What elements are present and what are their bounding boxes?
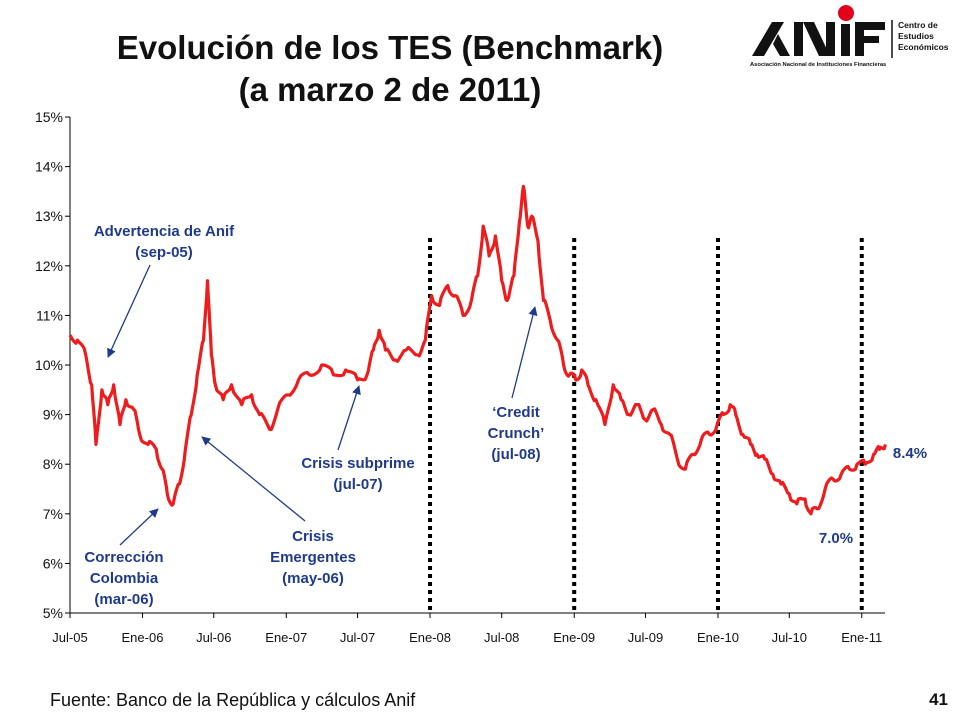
logo-letter-a-right	[773, 34, 790, 56]
annotation-arrow-correccion	[119, 508, 159, 546]
annotation-arrow-emergentes	[201, 436, 306, 522]
annotation-arrow-advertencia	[107, 264, 151, 358]
logo-side-text-3: Económicos	[898, 42, 949, 52]
y-tick-label: 7%	[43, 506, 63, 522]
y-tick-label: 9%	[43, 407, 63, 423]
logo-subtitle: Asociación Nacional de Instituciones Fin…	[750, 62, 886, 68]
x-tick-label: Jul-10	[772, 630, 807, 645]
x-tick-label: Jul-08	[484, 630, 519, 645]
x-tick-label: Jul-07	[340, 630, 375, 645]
y-tick-label: 15%	[35, 109, 63, 125]
annotation-advertencia-anif-line: Advertencia de Anif	[94, 223, 235, 240]
annotation-last-value: 8.4%	[893, 445, 927, 462]
x-tick-label: Ene-08	[409, 630, 451, 645]
annotation-credit-crunch-line: (jul-08)	[491, 446, 540, 463]
logo-letter-n-diagonal	[803, 22, 830, 56]
logo-letter-f-top	[855, 22, 885, 30]
logo-red-dot-icon	[838, 5, 854, 21]
x-tick-label: Ene-07	[265, 630, 307, 645]
x-tick-label: Ene-06	[122, 630, 164, 645]
series-layer	[68, 184, 887, 516]
annotation-min-value-line: 7.0%	[819, 530, 853, 547]
annotation-crisis-subprime: Crisis subprime (jul-07)	[301, 455, 414, 493]
annotation-correccion-colombia-line: (mar-06)	[94, 591, 153, 608]
y-tick-label: 13%	[35, 208, 63, 224]
x-tick-label: Ene-11	[841, 630, 882, 645]
source-note: Fuente: Banco de la República y cálculos…	[50, 690, 416, 710]
annotation-last-value-line: 8.4%	[893, 445, 927, 462]
annotation-crisis-emergentes-line: Emergentes	[270, 549, 356, 566]
annotations-layer: Advertencia de Anif (sep-05) Corrección Col…	[84, 223, 927, 608]
x-tick-label: Jul-09	[628, 630, 663, 645]
y-tick-label: 5%	[43, 605, 63, 621]
annotation-crisis-emergentes-line: Crisis	[292, 528, 334, 545]
annotation-advertencia-anif-line: (sep-05)	[135, 244, 193, 261]
logo-side-text-2: Estudios	[898, 31, 934, 41]
annotation-credit-crunch-line: Crunch’	[488, 425, 545, 442]
anif-logo: Asociación Nacional de Instituciones Fin…	[750, 5, 949, 68]
annotation-credit-crunch: ‘Credit Crunch’ (jul-08)	[488, 404, 545, 463]
annotation-advertencia-anif: Advertencia de Anif (sep-05)	[94, 223, 235, 261]
y-tick-label: 12%	[35, 258, 63, 274]
chart-subtitle: (a marzo 2 de 2011)	[238, 71, 542, 108]
annotation-crisis-subprime-line: (jul-07)	[333, 476, 382, 493]
y-tick-label: 8%	[43, 456, 63, 472]
annotation-crisis-subprime-line: Crisis subprime	[301, 455, 414, 472]
annotation-crisis-emergentes-line: (may-06)	[282, 570, 344, 587]
annotation-crisis-emergentes: Crisis Emergentes (may-06)	[270, 528, 356, 587]
logo-letter-a	[752, 22, 784, 56]
y-tick-label: 11%	[36, 307, 63, 323]
logo-side-text-1: Centro de	[898, 20, 938, 30]
annotation-correccion-colombia-line: Colombia	[90, 570, 159, 587]
annotation-arrow-subprime	[337, 385, 361, 451]
y-tick-label: 14%	[35, 159, 63, 175]
annotation-correccion-colombia: Corrección Colombia (mar-06)	[84, 549, 163, 608]
x-tick-label: Jul-06	[196, 630, 231, 645]
x-tick-label: Ene-10	[697, 630, 739, 645]
annotation-credit-crunch-line: ‘Credit	[492, 404, 540, 421]
y-tick-label: 6%	[43, 555, 63, 571]
series-line	[68, 184, 887, 516]
chart-axes: 5% 6% 7% 8% 9% 10% 11% 12% 13% 14% 15% Jul-05 Ene-06…	[35, 109, 885, 645]
logo-letter-i	[841, 24, 850, 56]
annotation-min-value: 7.0%	[819, 530, 853, 547]
y-tick-label: 10%	[35, 357, 63, 373]
logo-letter-n-right	[826, 22, 835, 56]
chart-title: Evolución de los TES (Benchmark)	[116, 29, 664, 66]
logo-letter-f-mid	[855, 36, 879, 43]
annotation-correccion-colombia-line: Corrección	[84, 549, 163, 566]
page-number: 41	[929, 690, 948, 709]
logo-letter-n-left	[794, 22, 803, 56]
x-tick-label: Jul-05	[52, 630, 87, 645]
annotation-arrow-credit-crunch	[511, 306, 538, 399]
x-tick-label: Ene-09	[553, 630, 595, 645]
